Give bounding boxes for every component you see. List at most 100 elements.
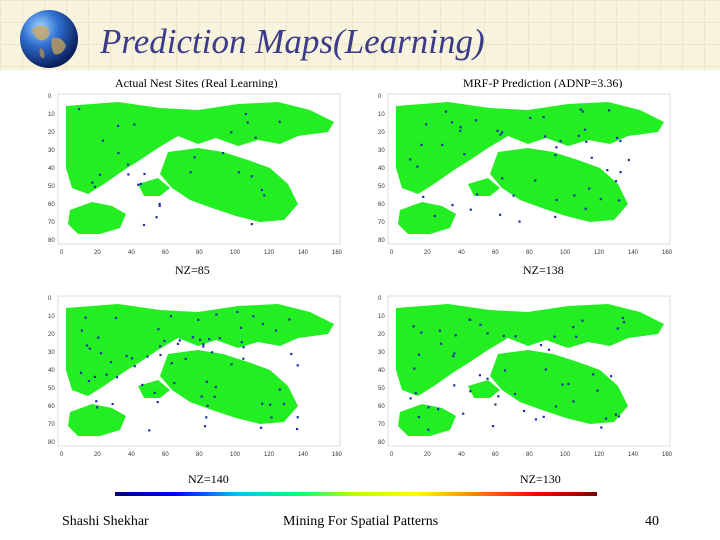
nest-marker	[250, 223, 253, 226]
nest-marker	[278, 388, 281, 391]
y-tick-label: 60	[378, 404, 385, 410]
nest-marker	[614, 180, 618, 183]
nest-marker	[427, 428, 430, 431]
footer-author: Shashi Shekhar	[62, 514, 149, 529]
nest-marker	[206, 404, 209, 407]
nest-marker	[239, 326, 243, 329]
nest-marker	[554, 154, 557, 157]
nest-marker	[296, 416, 299, 419]
nest-marker	[561, 383, 564, 386]
nest-marker	[237, 171, 240, 174]
y-tick-label: 70	[378, 422, 385, 428]
nest-marker	[501, 177, 504, 180]
nest-marker	[420, 143, 423, 146]
nest-marker	[453, 384, 456, 387]
nest-marker	[494, 403, 497, 406]
nest-marker	[274, 329, 278, 332]
x-tick-label: 120	[594, 452, 605, 458]
nz-label-bottom-left: NZ=140	[188, 472, 229, 486]
nest-marker	[189, 171, 192, 174]
y-tick-label: 80	[48, 440, 55, 446]
y-tick-label: 70	[378, 220, 385, 226]
x-tick-label: 20	[424, 250, 431, 256]
nest-marker	[176, 342, 180, 345]
nest-marker	[417, 416, 420, 419]
nest-marker	[213, 395, 216, 398]
page-number: 40	[645, 514, 659, 529]
land-region	[396, 304, 664, 396]
nest-marker	[539, 344, 543, 347]
nest-marker	[409, 397, 412, 400]
nest-marker	[261, 402, 264, 405]
x-tick-label: 0	[390, 250, 394, 256]
nest-marker	[409, 158, 412, 161]
nest-marker	[499, 213, 502, 216]
nest-marker	[534, 418, 537, 421]
nest-marker	[288, 318, 291, 321]
x-tick-label: 140	[298, 250, 309, 256]
y-tick-label: 30	[378, 148, 385, 154]
nest-marker	[205, 380, 208, 383]
nest-marker	[236, 310, 239, 313]
nest-marker	[514, 335, 517, 338]
nest-marker	[242, 357, 245, 360]
nest-marker	[572, 400, 575, 403]
nest-marker	[617, 415, 620, 418]
x-tick-label: 80	[196, 452, 203, 458]
nest-marker	[117, 151, 120, 155]
nest-marker	[492, 425, 495, 428]
nest-marker	[554, 405, 557, 408]
nest-marker	[263, 194, 266, 197]
nest-marker	[469, 390, 472, 393]
y-tick-label: 20	[48, 130, 55, 136]
x-tick-label: 120	[594, 250, 605, 256]
nest-marker	[420, 331, 423, 334]
nest-marker	[153, 391, 156, 394]
nest-marker	[290, 352, 293, 356]
nest-marker	[499, 133, 502, 136]
right-map-caption: MRF-P Prediction (ADNP=3.36)	[463, 76, 623, 90]
x-tick-label: 140	[628, 452, 639, 458]
map-lower-right: 0 20 40 60 80 100 120 140 160 0 10 20 30 40 50 60 70 80	[378, 290, 678, 462]
nest-marker	[572, 326, 575, 329]
nest-marker	[126, 163, 130, 166]
nest-marker	[606, 169, 609, 172]
nest-marker	[573, 194, 576, 197]
nest-marker	[159, 353, 162, 357]
x-tick-label: 160	[662, 452, 673, 458]
y-tick-label: 70	[48, 220, 55, 226]
nest-marker	[544, 368, 547, 371]
x-tick-label: 40	[458, 452, 465, 458]
nest-marker	[242, 346, 245, 349]
nest-marker	[142, 223, 146, 227]
nest-marker	[203, 425, 207, 428]
land-region	[490, 148, 628, 222]
nest-marker	[246, 121, 249, 124]
nest-marker	[208, 338, 211, 341]
y-tick-label: 20	[48, 332, 55, 338]
nest-marker	[101, 139, 105, 142]
x-tick-label: 100	[560, 250, 571, 256]
y-tick-label: 10	[48, 112, 55, 118]
nest-marker	[438, 329, 441, 332]
x-tick-label: 100	[230, 250, 241, 256]
nest-marker	[99, 352, 103, 355]
y-tick-label: 10	[378, 314, 385, 320]
nest-marker	[599, 198, 602, 201]
nest-marker	[600, 426, 603, 429]
nest-marker	[608, 109, 611, 112]
nest-marker	[93, 375, 96, 378]
nest-marker	[214, 385, 217, 389]
nest-marker	[604, 417, 608, 420]
nz-label-top-right: NZ=138	[523, 263, 564, 277]
x-tick-label: 140	[298, 452, 309, 458]
nest-marker	[139, 182, 142, 185]
y-tick-label: 80	[48, 238, 55, 244]
x-tick-label: 80	[526, 452, 533, 458]
nest-marker	[87, 380, 90, 383]
nest-marker	[478, 374, 481, 377]
nest-marker	[96, 406, 99, 409]
x-tick-label: 40	[128, 250, 135, 256]
y-tick-label: 0	[378, 94, 382, 100]
nest-marker	[221, 152, 225, 155]
